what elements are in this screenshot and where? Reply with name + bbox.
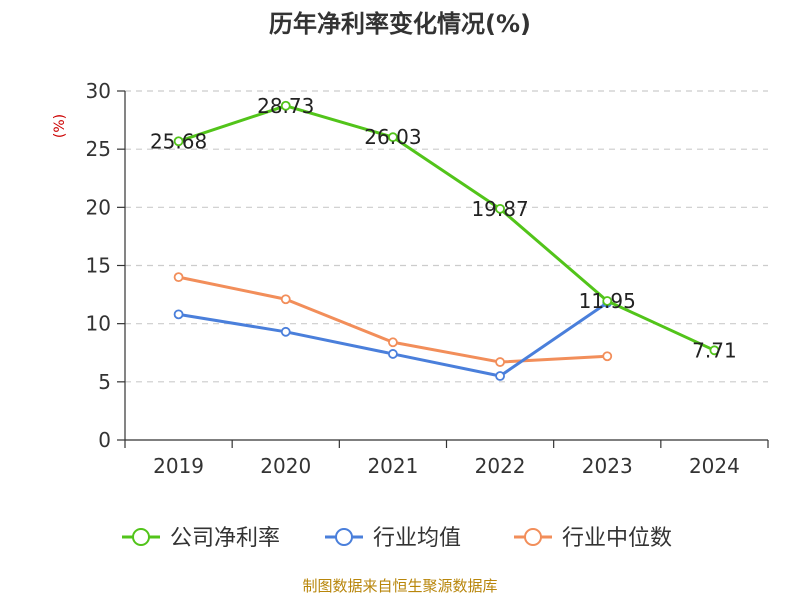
legend-label[interactable]: 公司净利率 — [170, 526, 280, 551]
x-tick-label: 2019 — [153, 454, 204, 478]
legend-label[interactable]: 行业中位数 — [562, 526, 672, 551]
data-point[interactable] — [495, 203, 505, 214]
data-label: 19.87 — [471, 197, 528, 221]
x-tick-label: 2020 — [260, 454, 311, 478]
data-point[interactable] — [173, 136, 184, 147]
axes: 0 5 10 15 20 25 30 2019 2020 2021 2022 2023 2024 — [86, 79, 769, 478]
data-label: 28.73 — [257, 94, 314, 118]
data-point[interactable] — [495, 371, 505, 381]
y-axis-unit-label: (%) — [52, 114, 68, 138]
y-tick-label: 20 — [86, 195, 111, 219]
series-lines — [173, 100, 720, 381]
data-label: 7.71 — [692, 338, 737, 362]
data-point[interactable] — [602, 296, 613, 306]
gridlines — [125, 90, 768, 383]
legend-swatch-marker[interactable] — [335, 528, 353, 546]
data-point[interactable] — [280, 294, 291, 305]
legend-swatch-marker[interactable] — [132, 528, 150, 546]
data-point[interactable] — [173, 272, 184, 283]
y-tick-label: 25 — [86, 137, 111, 161]
data-label: 25.68 — [150, 129, 207, 153]
legend-swatch-marker[interactable] — [524, 528, 542, 546]
legend-label[interactable]: 行业均值 — [373, 526, 461, 551]
data-label: 11.95 — [579, 289, 636, 313]
data-point[interactable] — [280, 326, 291, 337]
source-note: 制图数据来自恒生聚源数据库 — [302, 577, 497, 595]
x-tick-label: 2023 — [582, 454, 633, 478]
y-tick-label: 0 — [98, 428, 111, 452]
y-tick-label: 15 — [86, 254, 111, 278]
x-tick-label: 2022 — [475, 454, 526, 478]
y-tick-label: 10 — [86, 312, 111, 336]
data-point[interactable] — [280, 100, 291, 111]
y-tick-label: 5 — [98, 370, 111, 394]
data-point[interactable] — [388, 349, 398, 359]
data-point[interactable] — [602, 351, 613, 362]
data-label: 26.03 — [364, 125, 421, 149]
x-tick-label: 2021 — [367, 454, 418, 478]
series-line — [178, 104, 716, 352]
data-point[interactable] — [388, 337, 398, 348]
data-point[interactable] — [495, 357, 505, 367]
y-tick-label: 30 — [86, 79, 111, 103]
chart-title: 历年净利率变化情况(%) — [269, 10, 531, 38]
data-point[interactable] — [173, 309, 184, 320]
data-point[interactable] — [388, 132, 398, 143]
legend[interactable]: 公司净利率 行业均值 行业中位数 — [122, 526, 672, 551]
x-tick-label: 2024 — [689, 454, 740, 478]
data-point[interactable] — [709, 345, 720, 356]
data-labels: 25.68 28.73 26.03 19.87 11.95 7.71 — [150, 94, 737, 363]
